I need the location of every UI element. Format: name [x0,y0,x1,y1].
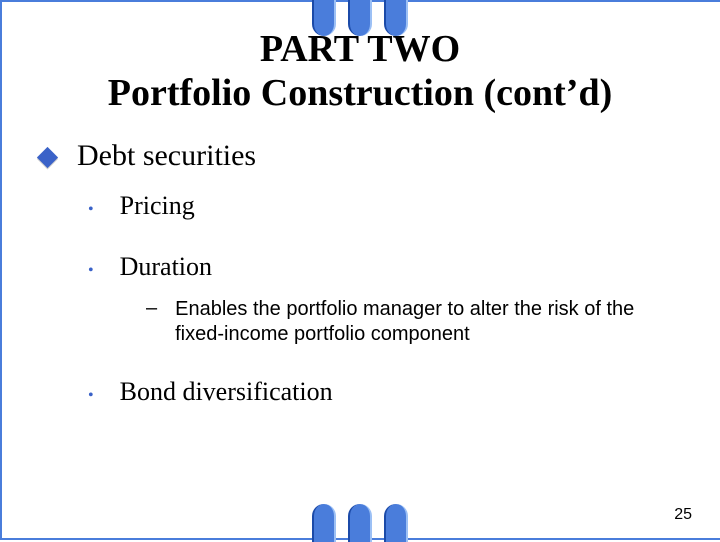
bullet-level2: • Duration [88,252,684,285]
round-bullet-icon: • [88,257,94,285]
bullet-level2: • Pricing [88,191,684,224]
level2-text: Duration [120,252,212,282]
diamond-bullet-icon [37,147,58,168]
page-number: 25 [674,506,692,524]
round-bullet-icon: • [88,196,94,224]
slide-content: PART TWO Portfolio Construction (cont’d)… [36,28,684,438]
slide-title: PART TWO Portfolio Construction (cont’d) [36,28,684,115]
notch-icon [384,504,408,542]
title-line2: Portfolio Construction (cont’d) [108,72,612,114]
notch-icon [348,504,372,542]
round-bullet-icon: • [88,382,94,410]
bullet-level2: • Bond diversification [88,377,684,410]
border-left [0,0,2,540]
title-line1: PART TWO [260,28,460,70]
level2-text: Bond diversification [120,377,333,407]
level3-text: Enables the portfolio manager to alter t… [175,297,664,347]
bullet-level3: – Enables the portfolio manager to alter… [146,297,664,347]
level1-text: Debt securities [77,139,256,173]
bottom-notches [312,504,408,542]
bullet-level1: Debt securities [40,139,684,173]
notch-icon [312,504,336,542]
level2-text: Pricing [120,191,195,221]
dash-bullet-icon: – [146,297,157,320]
